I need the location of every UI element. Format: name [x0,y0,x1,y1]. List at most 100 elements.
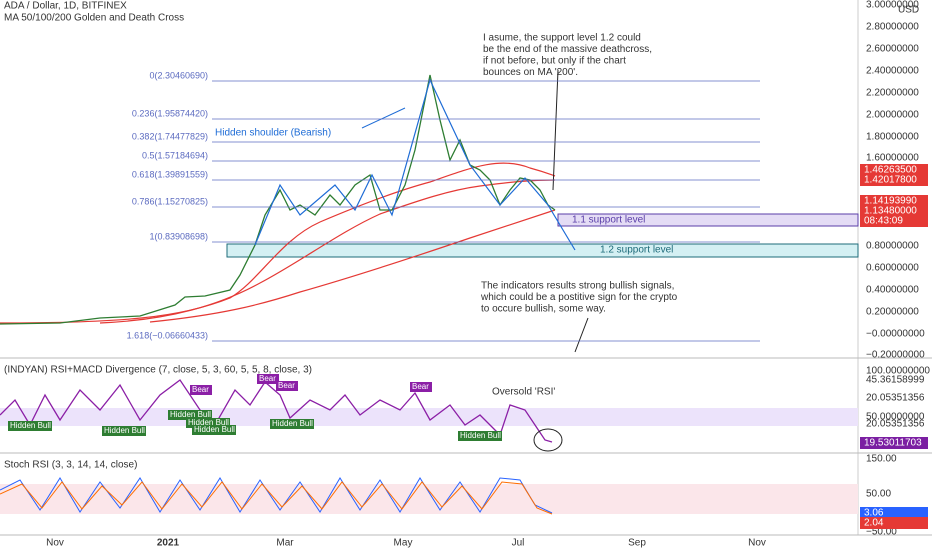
pattern-line [254,78,576,251]
fib-label: 0.382(1.74477829) [132,131,208,141]
rsi-badge: 19.53011703 [864,438,922,449]
bull-tag [192,425,236,435]
bear-tag [257,374,279,384]
stoch-d [0,481,553,515]
time-label: Nov [748,538,766,549]
note-line: be the end of the massive deathcross, [483,44,652,55]
bull-tag [8,421,52,431]
rsi-title: (INDYAN) RSI+MACD Divergence (7, close, … [4,365,312,376]
bear-label: Bear [278,381,295,390]
bull-tag [102,426,146,436]
price-tick-label: 3.00000000 [866,0,919,11]
rsi-badge-bg [860,437,928,449]
price-badge: 08:43:09 [864,216,903,227]
bull-tag [186,418,230,428]
note-line: which could be a postitive sign for the … [480,292,678,303]
rsi-tick-label: 50.00000000 [866,412,925,423]
bull-label: Hidden Bull [104,426,145,435]
stoch-badge-bg [860,517,928,529]
price-tick-label: 2.20000000 [866,88,919,99]
ma-200 [149,209,556,323]
support-label: 1.2 support level [600,245,673,256]
time-label: Jul [512,538,525,549]
arrow [361,107,406,129]
price-badge-bg [860,205,928,217]
price-tick-label: 0.20000000 [866,307,919,318]
time-label: Sep [628,538,646,549]
fib-label: 1(0.83908698) [149,231,208,241]
stoch-badge: 2.04 [864,518,884,529]
fib-label: 0(2.30460690) [149,70,208,80]
bull-label: Hidden Bull [10,421,51,430]
price-tick-label: 0.80000000 [866,241,919,252]
note-line: The indicators results strong bullish si… [481,281,674,292]
fib-label: 0.618(1.39891559) [132,169,208,179]
bull-tag [458,431,502,441]
shoulder-note: Hidden shoulder (Bearish) [215,128,331,139]
stoch-band [0,484,858,514]
time-label: May [394,538,413,549]
time-label: Nov [46,538,64,549]
price-badge-bg [860,174,928,186]
price-tick-label: 2.00000000 [866,110,919,121]
fib-label: 0.5(1.57184694) [142,150,208,160]
currency: USD [898,5,919,16]
bull-tag [270,419,314,429]
bull-tag [168,410,212,420]
rsi-line [0,379,553,443]
price-badge-bg [860,215,928,227]
bull-label: Hidden Bull [188,418,229,427]
study-title: MA 50/100/200 Golden and Death Cross [4,13,184,24]
bull-label: Hidden Bull [194,425,235,434]
rsi-tick-label: 20.05351356 [866,419,925,430]
stoch-badge: 3.06 [864,508,884,519]
price-tick-label: 2.80000000 [866,22,919,33]
stoch-tick-label: 150.00 [866,454,897,465]
price-tick-label: −0.20000000 [866,350,925,361]
note-line: to occure bullish, some way. [481,304,606,315]
bear-label: Bear [192,385,209,394]
price-badge-bg [860,195,928,207]
oversold-note: Oversold 'RSI' [492,387,555,398]
bear-tag [410,382,432,392]
price-tick-label: 2.60000000 [866,44,919,55]
bear-tag [276,381,298,391]
price-badge: 1.46263500 [864,165,917,176]
price-tick-label: −0.00000000 [866,329,925,340]
stoch-badge-bg [860,507,928,519]
note-line: bounces on MA '200'. [483,67,578,78]
price-tick-label: 0.60000000 [866,263,919,274]
support-label: 1.1 support level [572,215,645,226]
stoch-tick-label: 50.00 [866,489,891,500]
price-badge: 1.14193990 [864,196,917,207]
rsi-tick-label: 45.36158999 [866,375,925,386]
bull-label: Hidden Bull [460,431,501,440]
rsi-tick-label: 20.05351356 [866,393,925,404]
price-badge: 1.42017800 [864,175,917,186]
bull-label: Hidden Bull [170,410,211,419]
price-path [0,74,556,325]
fib-label: 0.786(1.15270825) [132,196,208,206]
bull-label: Hidden Bull [272,419,313,428]
fib-label: 0.236(1.95874420) [132,108,208,118]
bear-label: Bear [259,374,276,383]
price-tick-label: 1.60000000 [866,153,919,164]
symbol-title: ADA / Dollar, 1D, BITFINEX [4,1,127,12]
arrow [574,317,589,353]
price-tick-label: 2.40000000 [866,66,919,77]
price-badge: 1.13480000 [864,206,917,217]
price-tick-label: 1.80000000 [866,132,919,143]
price-badge-bg [860,164,928,176]
stoch-tick-label: −50.00 [866,527,897,538]
stoch-title: Stoch RSI (3, 3, 14, 14, close) [4,460,137,471]
circle-note [533,428,563,452]
support-zone [226,243,859,258]
note-line: I asume, the support level 1.2 could [483,33,641,44]
arrow [552,69,559,191]
support-zone [557,213,859,227]
fib-label: 1.618(−0.06660433) [127,330,208,340]
time-label: 2021 [157,538,180,549]
note-line: if not before, but only if the chart [483,56,626,67]
